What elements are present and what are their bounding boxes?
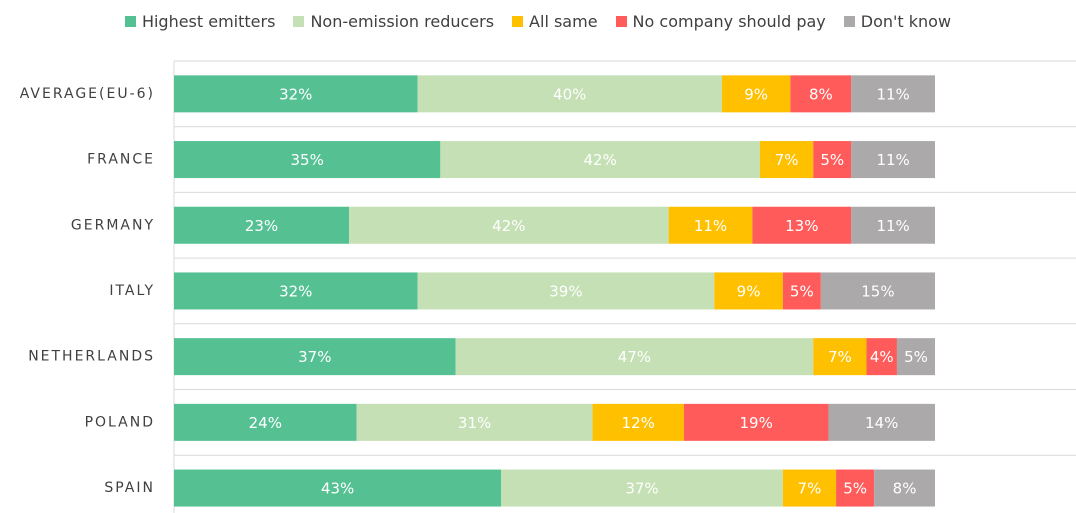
data-label: 5% <box>820 151 844 169</box>
category-label: SPAIN <box>104 480 155 496</box>
bar-segment <box>721 75 791 113</box>
bar-segment <box>174 272 418 310</box>
data-label: 11% <box>876 151 909 169</box>
bar-segment <box>866 338 897 376</box>
category-label: GERMANY <box>71 217 155 233</box>
bar-segment <box>174 403 357 441</box>
legend-item: Non-emission reducers <box>293 12 494 31</box>
legend-swatch <box>124 16 136 27</box>
bar-segment <box>820 272 935 310</box>
data-label: 14% <box>865 414 898 432</box>
data-label: 8% <box>809 85 833 103</box>
legend-label: Don't know <box>860 12 952 31</box>
legend-item: All same <box>512 12 598 31</box>
bar-segment <box>896 338 935 376</box>
data-label: 32% <box>279 85 312 103</box>
legend-label: Highest emitters <box>141 12 276 31</box>
data-label: 42% <box>583 151 616 169</box>
data-label: 42% <box>492 217 525 235</box>
bar-segment <box>417 272 715 310</box>
legend-swatch <box>615 16 627 27</box>
bar-segment <box>455 338 814 376</box>
bar-segment <box>790 75 852 113</box>
data-label: 37% <box>625 480 658 498</box>
data-label: 7% <box>775 151 799 169</box>
data-label: 35% <box>291 151 324 169</box>
data-label: 13% <box>785 217 818 235</box>
data-label: 5% <box>843 480 867 498</box>
bar-segment <box>417 75 722 113</box>
data-label: 31% <box>458 414 491 432</box>
legend-swatch <box>843 16 855 27</box>
data-label: 23% <box>245 217 278 235</box>
category-label: FRANCE <box>87 152 155 168</box>
data-label: 15% <box>861 282 894 300</box>
bar-segment <box>668 206 753 244</box>
bar-segment <box>851 141 935 179</box>
bar-segment <box>752 206 852 244</box>
data-label: 32% <box>279 282 312 300</box>
data-label: 5% <box>904 348 928 366</box>
bar-segment <box>782 469 837 507</box>
legend-label: No company should pay <box>632 12 826 31</box>
data-label: 5% <box>790 282 814 300</box>
category-label: POLAND <box>85 414 155 430</box>
bar-segment <box>349 206 669 244</box>
bar-segment <box>592 403 684 441</box>
legend-swatch <box>512 16 524 27</box>
legend-label: Non-emission reducers <box>310 12 495 31</box>
data-label: 19% <box>739 414 772 432</box>
data-label: 4% <box>870 348 894 366</box>
data-label: 7% <box>798 480 822 498</box>
data-label: 43% <box>321 480 354 498</box>
bar-segment <box>874 469 935 507</box>
bar-segment <box>813 338 867 376</box>
data-label: 47% <box>618 348 651 366</box>
bar-segment <box>440 141 760 179</box>
category-label: AVERAGE(EU-6) <box>20 86 155 102</box>
bar-segment <box>174 206 350 244</box>
category-label: NETHERLANDS <box>28 349 155 365</box>
legend-item: Highest emitters <box>124 12 276 31</box>
legend-item: No company should pay <box>615 12 826 31</box>
bar-segment <box>174 75 418 113</box>
data-label: 11% <box>694 217 727 235</box>
bar-segment <box>759 141 814 179</box>
bar-segment <box>356 403 593 441</box>
bar-segment <box>714 272 783 310</box>
bar-segment <box>836 469 875 507</box>
bar-segment <box>851 75 935 113</box>
bar-segment <box>501 469 783 507</box>
bar-segment <box>828 403 935 441</box>
legend-swatch <box>293 16 305 27</box>
data-label: 11% <box>876 85 909 103</box>
bar-segment <box>174 338 456 376</box>
bar-segment <box>782 272 821 310</box>
data-label: 9% <box>737 282 761 300</box>
data-label: 11% <box>876 217 909 235</box>
data-label: 12% <box>622 414 655 432</box>
data-label: 39% <box>549 282 582 300</box>
bar-segment <box>174 141 441 179</box>
category-label: ITALY <box>109 283 155 299</box>
data-label: 37% <box>298 348 331 366</box>
data-label: 9% <box>744 85 768 103</box>
data-label: 8% <box>893 480 917 498</box>
bar-segment <box>813 141 852 179</box>
legend-label: All same <box>529 12 598 31</box>
bar-segment <box>851 206 935 244</box>
legend: Highest emitters Non-emission reducers All… <box>0 12 1076 31</box>
data-label: 7% <box>828 348 852 366</box>
legend-item: Don't know <box>843 12 952 31</box>
bar-segment <box>174 469 502 507</box>
data-label: 40% <box>553 85 586 103</box>
data-label: 24% <box>249 414 282 432</box>
bar-segment <box>683 403 829 441</box>
